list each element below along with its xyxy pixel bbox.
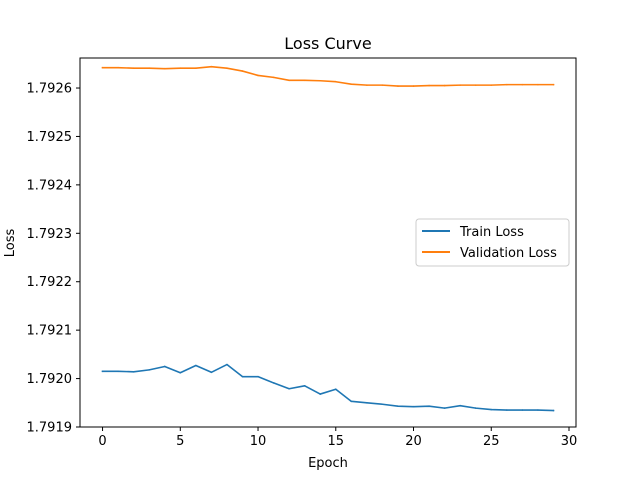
- data-point-validation-loss-13: [303, 79, 306, 82]
- x-tick-label: 10: [250, 434, 267, 449]
- data-point-train-loss-24: [474, 407, 477, 409]
- y-axis-ticks: 1.7919 1.7920 1.7921 1.7922 1.7923 1.7924 1.79…: [27, 82, 80, 436]
- y-axis-label: Loss: [3, 229, 18, 258]
- data-point-validation-loss-20: [412, 85, 415, 87]
- legend-box: [415, 218, 570, 267]
- y-tick-label: 1.7926: [27, 82, 73, 97]
- data-point-train-loss-23: [459, 404, 461, 407]
- legend-label-train-loss: Train Loss: [459, 225, 524, 240]
- x-tick-label: 15: [328, 434, 345, 449]
- data-point-train-loss-7: [210, 371, 213, 374]
- data-point-validation-loss-7: [210, 65, 213, 68]
- data-point-train-loss-1: [117, 370, 119, 373]
- data-point-train-loss-4: [163, 365, 166, 368]
- series-layer: [101, 65, 555, 412]
- y-tick-label: 1.7924: [27, 178, 73, 193]
- legend: Train Loss Validation Loss: [415, 218, 570, 267]
- data-point-train-loss-25: [490, 408, 493, 411]
- data-point-train-loss-8: [226, 363, 228, 366]
- y-tick-label: 1.7925: [27, 130, 73, 145]
- legend-label-validation-loss: Validation Loss: [460, 246, 557, 261]
- y-tick-label: 1.7920: [27, 372, 73, 387]
- data-point-train-loss-0: [101, 370, 104, 373]
- axes-frame: [79, 57, 577, 428]
- x-tick-label: 20: [405, 434, 422, 449]
- data-point-train-loss-5: [179, 371, 182, 374]
- data-point-validation-loss-21: [428, 84, 430, 87]
- data-point-train-loss-27: [521, 409, 524, 411]
- x-tick-label: 30: [561, 434, 578, 449]
- data-point-validation-loss-23: [459, 84, 461, 86]
- series-line-train-loss: [101, 363, 555, 412]
- data-point-validation-loss-2: [132, 67, 135, 69]
- data-point-validation-loss-14: [319, 79, 322, 82]
- data-point-validation-loss-5: [179, 67, 182, 69]
- series-line-validation-loss: [101, 65, 555, 87]
- y-tick-label: 1.7923: [27, 227, 73, 242]
- data-point-validation-loss-1: [117, 66, 119, 69]
- data-point-validation-loss-6: [195, 67, 197, 69]
- data-point-validation-loss-25: [490, 84, 493, 86]
- data-point-validation-loss-12: [288, 79, 290, 82]
- data-point-train-loss-13: [303, 385, 306, 387]
- data-point-validation-loss-10: [257, 74, 259, 77]
- plot-area: [79, 57, 577, 428]
- data-point-validation-loss-17: [366, 84, 368, 86]
- data-point-train-loss-17: [366, 401, 368, 404]
- data-point-validation-loss-27: [521, 83, 524, 86]
- data-point-validation-loss-15: [334, 80, 337, 83]
- data-point-validation-loss-9: [241, 70, 244, 72]
- data-point-train-loss-15: [334, 388, 337, 391]
- x-tick-label: 5: [176, 434, 184, 449]
- data-point-validation-loss-0: [101, 66, 104, 69]
- data-point-train-loss-11: [272, 382, 275, 384]
- y-tick-label: 1.7921: [27, 324, 73, 339]
- data-point-validation-loss-4: [163, 67, 166, 70]
- x-axis-label: Epoch: [308, 456, 348, 471]
- data-point-train-loss-12: [288, 387, 290, 390]
- x-tick-label: 0: [98, 434, 106, 449]
- data-point-train-loss-29: [552, 409, 555, 412]
- y-tick-label: 1.7919: [27, 421, 73, 436]
- data-point-train-loss-26: [506, 409, 508, 411]
- data-point-train-loss-3: [148, 369, 150, 371]
- data-point-train-loss-14: [319, 393, 322, 395]
- data-point-validation-loss-28: [537, 83, 539, 86]
- chart-title: Loss Curve: [284, 34, 371, 53]
- data-point-train-loss-18: [381, 403, 384, 406]
- data-point-validation-loss-8: [226, 67, 228, 69]
- x-tick-label: 25: [483, 434, 500, 449]
- data-point-validation-loss-22: [443, 84, 446, 87]
- data-point-validation-loss-24: [474, 84, 477, 86]
- data-point-train-loss-2: [132, 371, 135, 373]
- data-point-train-loss-22: [443, 407, 446, 409]
- data-point-validation-loss-3: [148, 67, 150, 69]
- data-point-train-loss-16: [350, 400, 353, 403]
- data-point-validation-loss-18: [381, 84, 384, 86]
- y-tick-label: 1.7922: [27, 275, 73, 290]
- data-point-validation-loss-26: [506, 83, 508, 86]
- data-point-train-loss-21: [428, 405, 430, 407]
- data-point-validation-loss-11: [272, 76, 275, 79]
- data-point-train-loss-19: [397, 405, 399, 407]
- data-point-train-loss-9: [241, 375, 244, 378]
- data-point-train-loss-6: [195, 364, 197, 367]
- data-point-train-loss-10: [257, 375, 259, 378]
- data-point-validation-loss-29: [552, 83, 555, 86]
- data-point-validation-loss-16: [350, 83, 353, 85]
- x-axis-ticks: 0 5 10 15 20 25 30: [98, 427, 577, 449]
- data-point-train-loss-20: [412, 405, 415, 408]
- data-point-train-loss-28: [537, 409, 539, 411]
- data-point-validation-loss-19: [397, 85, 399, 87]
